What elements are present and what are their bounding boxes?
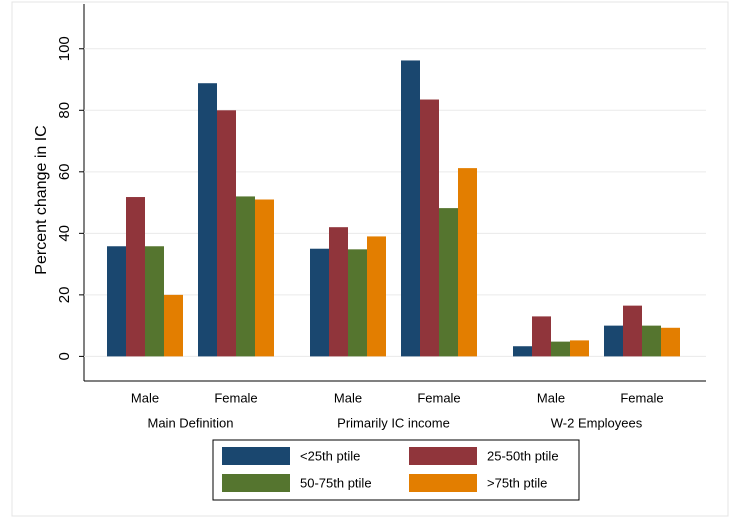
group-label: Primarily IC income <box>337 415 450 430</box>
bar <box>661 327 680 357</box>
bar <box>329 227 348 357</box>
bar <box>532 316 551 357</box>
bar <box>107 246 126 357</box>
bar <box>236 196 255 357</box>
bar <box>145 246 164 357</box>
legend-swatch <box>222 447 290 465</box>
x-tick-label: Female <box>417 390 460 405</box>
legend-swatch <box>409 474 477 492</box>
x-tick-label: Female <box>620 390 663 405</box>
bar <box>513 346 532 357</box>
legend-label: 25-50th ptile <box>487 448 559 463</box>
legend-label: 50-75th ptile <box>300 475 372 490</box>
group-label: Main Definition <box>148 415 234 430</box>
bar <box>623 305 642 357</box>
bar <box>217 110 236 357</box>
group-label: W-2 Employees <box>551 415 643 430</box>
bar <box>642 325 661 357</box>
x-tick-label: Female <box>214 390 257 405</box>
y-tick-label: 80 <box>56 102 73 119</box>
bar <box>604 325 623 357</box>
bar <box>551 341 570 357</box>
bar <box>310 248 329 357</box>
x-tick-label: Male <box>131 390 159 405</box>
y-tick-label: 60 <box>56 163 73 180</box>
x-tick-label: Male <box>334 390 362 405</box>
y-tick-label: 20 <box>56 287 73 304</box>
x-tick-label: Male <box>537 390 565 405</box>
y-tick-label: 100 <box>56 36 73 61</box>
bar <box>420 99 439 357</box>
legend-swatch <box>409 447 477 465</box>
bar <box>255 199 274 357</box>
bar <box>439 208 458 357</box>
y-tick-label: 0 <box>56 352 73 360</box>
legend-label: >75th ptile <box>487 475 547 490</box>
bar <box>164 294 183 357</box>
legend-swatch <box>222 474 290 492</box>
y-axis-label: Percent change in IC <box>33 125 50 274</box>
bar <box>570 340 589 357</box>
y-tick-label: 40 <box>56 225 73 242</box>
bar <box>367 236 386 357</box>
bar <box>401 60 420 357</box>
legend-label: <25th ptile <box>300 448 360 463</box>
bar <box>348 249 367 357</box>
bar <box>458 168 477 357</box>
bar <box>198 83 217 357</box>
bar <box>126 197 145 357</box>
